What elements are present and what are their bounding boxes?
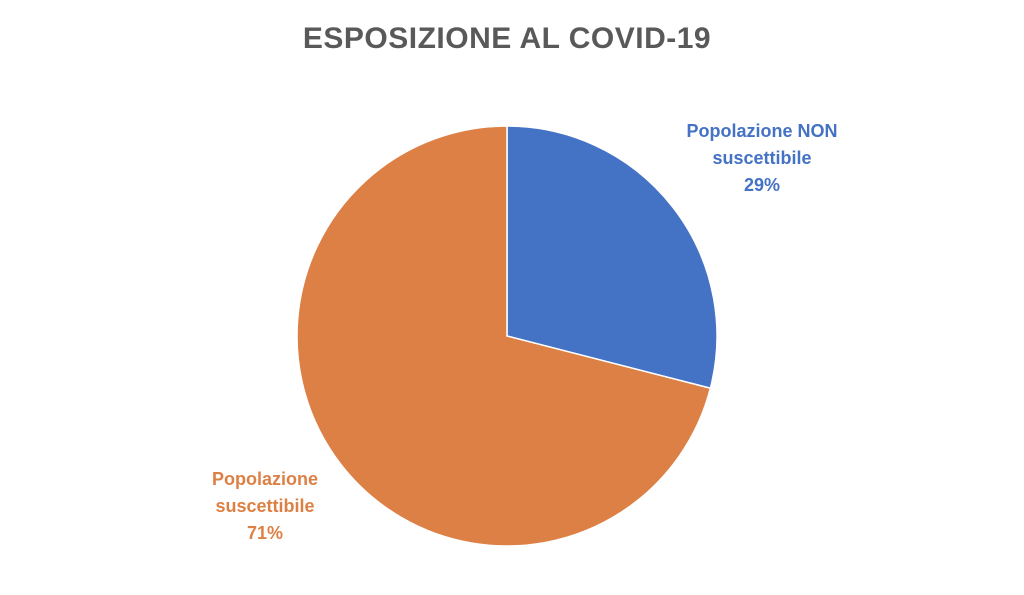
pie-slice — [506, 125, 718, 390]
pie-slice — [296, 125, 712, 547]
value-label: 29% — [743, 175, 781, 195]
chart-title: ESPOSIZIONE AL COVID-19 — [302, 22, 712, 55]
data-label: Popolazione suscettibile 71% — [180, 466, 350, 547]
category-label: Popolazione NON suscettibile — [686, 121, 838, 168]
value-label: 71% — [246, 523, 284, 543]
category-label: Popolazione suscettibile — [211, 469, 318, 516]
data-label: Popolazione NON suscettibile 29% — [677, 118, 847, 199]
